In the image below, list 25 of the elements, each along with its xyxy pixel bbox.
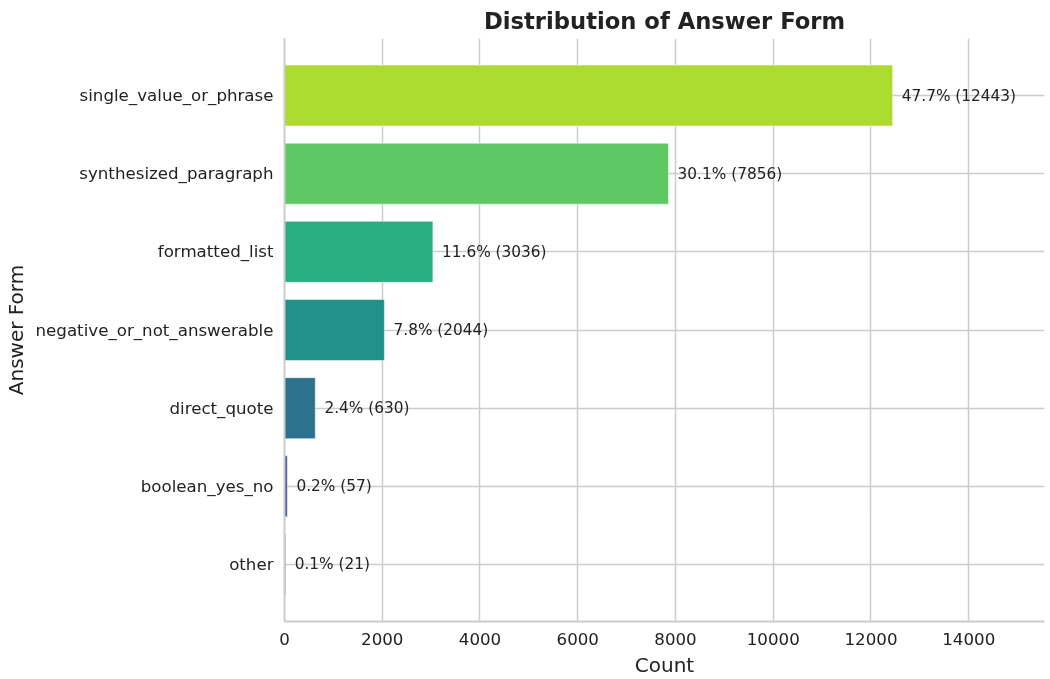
x-tick-label: 10000	[746, 629, 800, 649]
y-tick-label: other	[229, 554, 274, 574]
y-tick-label: single_value_or_phrase	[79, 86, 274, 107]
x-tick-label: 8000	[654, 629, 697, 649]
data-label: 30.1% (7856)	[677, 164, 783, 183]
x-tick-label: 14000	[942, 629, 996, 649]
data-label: 0.2% (57)	[296, 477, 372, 496]
x-axis-title: Count	[634, 652, 695, 677]
y-axis-title: Answer Form	[3, 264, 28, 396]
chart-title: Distribution of Answer Form	[483, 7, 846, 34]
y-tick-label: negative_or_not_answerable	[35, 320, 274, 341]
data-label: 7.8% (2044)	[393, 321, 489, 339]
y-tick-label: boolean_yes_no	[140, 476, 274, 497]
x-tick-label: 0	[279, 629, 290, 649]
y-tick-label: synthesized_paragraph	[79, 164, 274, 185]
x-tick-label: 12000	[844, 629, 898, 649]
data-label: 47.7% (12443)	[901, 86, 1017, 105]
x-tick-label: 4000	[458, 629, 502, 649]
y-tick-label: direct_quote	[169, 398, 274, 419]
data-label: 11.6% (3036)	[442, 242, 547, 261]
data-label: 0.1% (21)	[294, 555, 370, 574]
x-tick-label: 6000	[556, 629, 599, 649]
x-tick-label: 2000	[361, 629, 404, 649]
y-tick-label: formatted_list	[157, 242, 274, 263]
data-label: 2.4% (630)	[324, 399, 410, 418]
